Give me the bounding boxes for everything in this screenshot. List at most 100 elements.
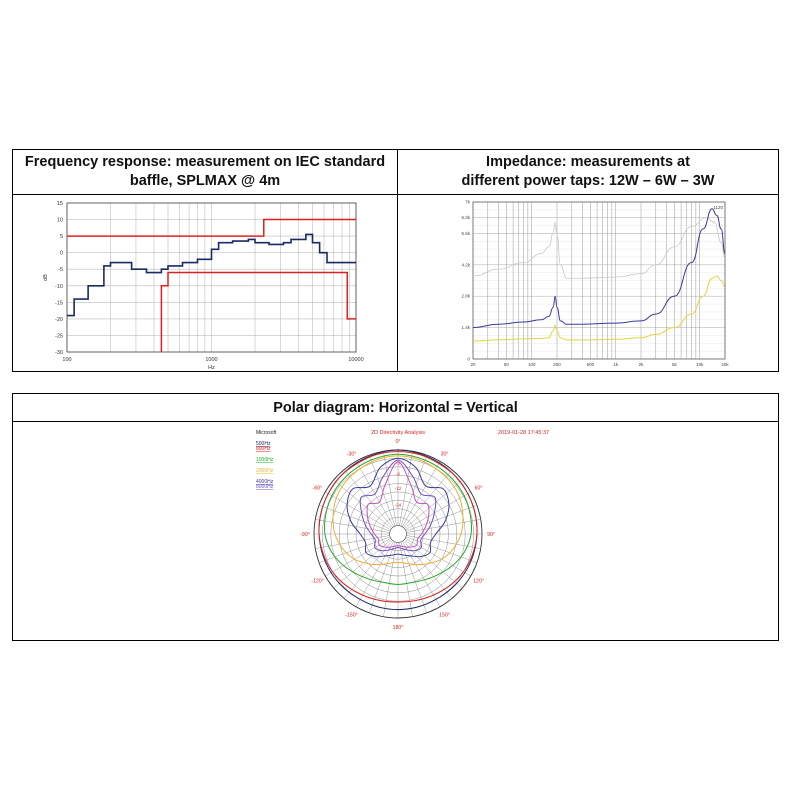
- polar-series-blue-4: [346, 457, 450, 558]
- polar-spoke: [343, 540, 393, 599]
- imp-xtick-label: 20k: [721, 362, 729, 367]
- polar-spoke: [400, 541, 427, 614]
- polar-legend-label: 800Hz: [256, 446, 271, 452]
- polar-radial-label: -24: [395, 503, 402, 508]
- imp-xtick-label: 500: [587, 362, 595, 367]
- polar-spoke: [325, 538, 391, 577]
- freq-header-line2: baffle, SPLMAX @ 4m: [129, 173, 281, 189]
- polar-spoke: [400, 454, 427, 527]
- polar-angle-label: 180°: [393, 625, 404, 631]
- imp-header-line2: different power taps: 12W – 6W – 3W: [461, 173, 715, 189]
- freq-ytick-label: -15: [55, 300, 63, 306]
- freq-ytick-label: 15: [57, 201, 63, 207]
- imp-xtick-label: 50: [504, 362, 510, 367]
- polar-timestamp: 2019-01-28 17:45:37: [498, 430, 549, 436]
- polar-series-magenta-6: [366, 461, 430, 548]
- freq-ytick-label: -5: [58, 267, 63, 273]
- imp-xtick-label: 100: [528, 362, 536, 367]
- freq-ytick-label: 5: [60, 234, 63, 240]
- imp-plot-frame: [472, 201, 726, 360]
- freq-series-navy-0: [67, 233, 356, 317]
- imp-xtick-label: 5k: [672, 362, 678, 367]
- polar-spoke: [404, 479, 463, 529]
- polar-spoke: [402, 541, 441, 607]
- polar-angle-label: 90°: [487, 532, 495, 538]
- imp-header-line1: Impedance: measurements at: [486, 154, 690, 170]
- impedance-chart: 0 1.4k 2.8k 4.2k 5.6k 6.3k 7k 20 50 100 200 500 1k 2k…: [461, 200, 729, 368]
- polar-radial-label: -6: [396, 472, 400, 477]
- polar-legend-title: Microsoft: [256, 430, 277, 436]
- freq-ytick-label: 0: [60, 251, 63, 257]
- polar-title: 2D Directivity Analysis: [371, 430, 425, 436]
- polar-angle-label: 60°: [475, 486, 483, 492]
- polar-spoke: [369, 541, 396, 614]
- imp-ytick-label: 4.2k: [461, 262, 470, 267]
- freq-plot-frame: [66, 202, 357, 353]
- imp-ytick-label: 0: [467, 357, 470, 362]
- polar-angle-label: 150°: [439, 613, 450, 619]
- polar-series-purple-5: [359, 459, 437, 552]
- imp-ytick-label: 7k: [465, 200, 471, 205]
- top-header-rule: [13, 194, 778, 195]
- polar-angle-label: -30°: [347, 451, 357, 457]
- freq-xlabel: Hz: [208, 365, 215, 371]
- polar-spoke: [383, 451, 397, 526]
- polar-spoke: [405, 538, 471, 577]
- polar-spoke: [403, 469, 453, 528]
- polar-spoke: [405, 505, 478, 532]
- freq-ytick-label: -10: [55, 284, 63, 290]
- polar-spoke: [315, 519, 390, 533]
- polar-header: Polar diagram: Horizontal = Vertical: [13, 394, 778, 421]
- polar-spoke: [404, 539, 463, 589]
- freq-ytick-label: -25: [55, 333, 63, 339]
- imp-series-gray-0: [472, 217, 726, 279]
- polar-spoke: [343, 469, 393, 528]
- polar-spoke: [403, 540, 453, 599]
- polar-series-orange-3: [332, 455, 464, 566]
- polar-spoke: [383, 542, 397, 617]
- polar-radial-label: -12: [395, 486, 402, 491]
- freq-xtick-label: 10000: [348, 357, 363, 363]
- freq-header: Frequency response: measurement on IEC s…: [13, 150, 397, 194]
- freq-ytick-label: 10: [57, 218, 63, 224]
- polar-spoke: [355, 541, 394, 607]
- imp-ytick-label: 5.6k: [461, 231, 470, 236]
- polar-header-text: Polar diagram: Horizontal = Vertical: [273, 399, 518, 416]
- imp-xtick-label: 1k: [613, 362, 619, 367]
- imp-xtick-label: 200: [553, 362, 561, 367]
- freq-xtick-label: 1000: [205, 357, 217, 363]
- imp-xtick-label: 10k: [696, 362, 704, 367]
- freq-cell: Frequency response: measurement on IEC s…: [13, 150, 397, 371]
- polar-spoke: [369, 454, 396, 527]
- freq-series-red-1: [67, 218, 356, 237]
- polar-angle-label: 0°: [396, 439, 401, 445]
- polar-spoke: [333, 539, 392, 589]
- freq-ytick-label: -20: [55, 317, 63, 323]
- polar-legend-label: 8000Hz: [256, 484, 274, 490]
- polar-legend-label: 1000Hz: [256, 457, 274, 463]
- top-divider: [397, 150, 398, 371]
- polar-spoke: [333, 479, 392, 529]
- imp-ytick-label: 6.3k: [461, 215, 470, 220]
- polar-spoke: [406, 519, 481, 533]
- imp-ytick-label: 2.8k: [461, 294, 470, 299]
- polar-angle-label: 30°: [441, 451, 449, 457]
- bottom-panel: Polar diagram: Horizontal = Vertical 2D …: [12, 393, 779, 641]
- imp-header: Impedance: measurements at different pow…: [398, 150, 778, 194]
- freq-header-line1: Frequency response: measurement on IEC s…: [24, 154, 386, 170]
- polar-legend-label: 4000Hz: [256, 479, 274, 485]
- polar-spoke: [399, 542, 413, 617]
- polar-angle-label: -90°: [300, 532, 310, 538]
- polar-angle-label: 120°: [473, 579, 484, 585]
- imp-corner-label: 1120: [713, 205, 723, 210]
- polar-angle-label: -120°: [311, 579, 323, 585]
- polar-center: [389, 525, 407, 543]
- freq-series-red-2: [160, 271, 356, 352]
- polar-angle-label: -60°: [313, 486, 323, 492]
- freq-xtick-label: 100: [62, 357, 71, 363]
- polar-diagram: 2D Directivity Analysis 2019-01-28 17:45:…: [256, 430, 549, 631]
- polar-series-green-2: [323, 453, 473, 585]
- imp-xtick-label: 20: [470, 362, 476, 367]
- imp-series-yellow-2: [472, 275, 726, 342]
